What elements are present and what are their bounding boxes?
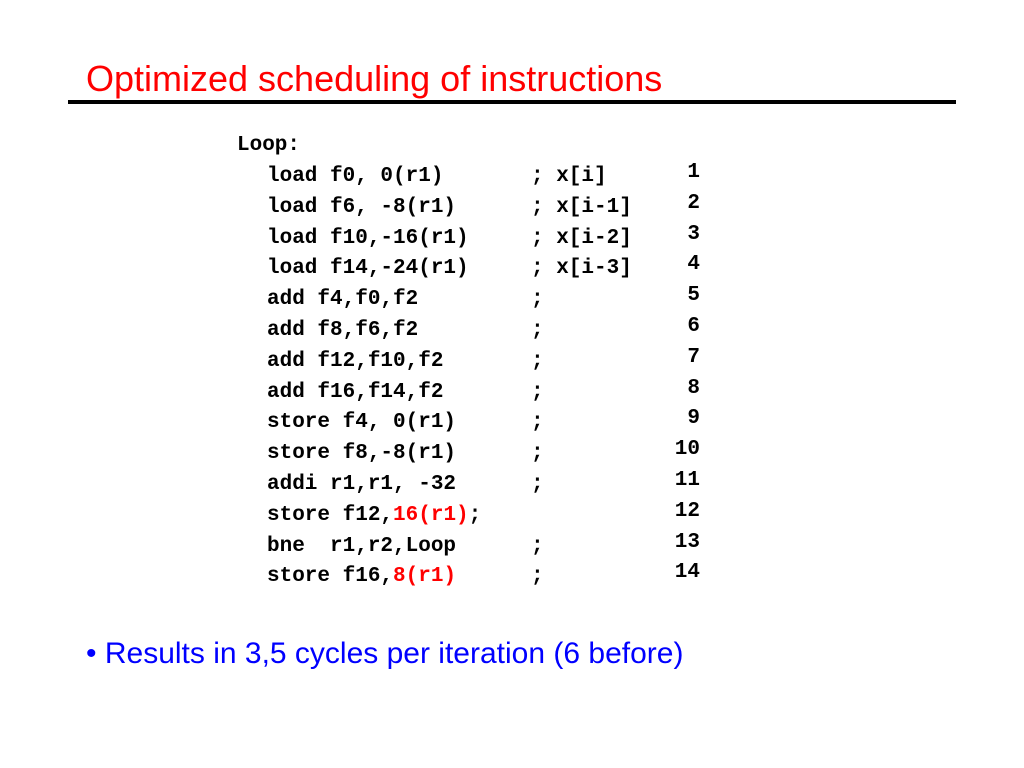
instruction-text: load f14,-24(r1): [267, 257, 469, 281]
instruction: add f4,f0,f2: [267, 285, 531, 315]
cycle-number: 6: [687, 315, 700, 338]
cycle-number: 12: [674, 499, 700, 523]
instruction-comment: ;: [531, 411, 544, 435]
instruction: add f12,f10,f2: [267, 347, 531, 377]
cycle-number: 14: [674, 561, 700, 585]
cycle-number: 3: [687, 222, 700, 246]
instruction-text: add f12,f10,f2: [267, 349, 444, 373]
instruction: store f16,8(r1): [267, 562, 531, 592]
instruction-comment: ;: [531, 380, 544, 404]
bullet-point: • Results in 3,5 cycles per iteration (6…: [86, 637, 684, 670]
changed-offset: 8(r1): [393, 565, 457, 589]
instruction-comment: ;: [531, 319, 544, 342]
instruction-comment: ;: [531, 565, 544, 589]
instruction-text: store f8,-8(r1): [267, 442, 457, 466]
instruction-text: add f8,f6,f2: [267, 319, 419, 342]
cycle-number: 10: [674, 438, 700, 462]
instruction-text: store f4, 0(r1): [267, 411, 457, 435]
code-line: load f6, -8(r1) ; x[i-1]: [267, 193, 632, 223]
cycle-number: 2: [687, 191, 700, 215]
cycle-number: 9: [687, 407, 700, 431]
instruction-suffix: ;: [468, 503, 482, 527]
instruction-comment: ;: [531, 442, 544, 466]
instruction: store f4, 0(r1): [267, 408, 531, 438]
instruction-comment: ; x[i-2]: [531, 226, 632, 250]
cycle-number: 4: [687, 253, 700, 277]
code-line: store f8,-8(r1);: [267, 439, 544, 469]
code-line: load f0, 0(r1) ; x[i]: [267, 162, 607, 192]
code-line: store f12,16(r1);: [267, 501, 531, 531]
instruction-text: load f6, -8(r1): [267, 195, 457, 219]
cycle-number: 13: [674, 530, 700, 554]
instruction: bne r1,r2,Loop: [267, 532, 531, 562]
cycle-number: 11: [674, 469, 700, 492]
cycle-number: 7: [687, 345, 700, 369]
instruction-text: load f0, 0(r1): [267, 165, 444, 188]
code-line: add f16,f14,f2;: [267, 378, 544, 408]
code-line: add f8,f6,f2;: [267, 316, 544, 346]
slide-title: Optimized scheduling of instructions: [86, 58, 663, 99]
instruction: load f14,-24(r1): [267, 254, 531, 284]
code-line: bne r1,r2,Loop;: [267, 532, 544, 562]
instruction: load f10,-16(r1): [267, 224, 531, 254]
instruction-comment: ; x[i-1]: [531, 195, 632, 219]
code-line: store f4, 0(r1);: [267, 408, 544, 438]
code-line: add f12,f10,f2;: [267, 347, 544, 377]
code-line: add f4,f0,f2;: [267, 285, 544, 315]
code-line: load f14,-24(r1) ; x[i-3]: [267, 254, 632, 284]
instruction-comment: ; x[i]: [531, 165, 607, 188]
instruction-comment: ; x[i-3]: [531, 257, 632, 281]
instruction: store f8,-8(r1): [267, 439, 531, 469]
code-line: addi r1,r1, -32;: [267, 470, 544, 500]
instruction: add f8,f6,f2: [267, 316, 531, 346]
loop-label: Loop:: [237, 134, 301, 157]
instruction-comment: ;: [531, 288, 544, 312]
instruction-text: bne r1,r2,Loop: [267, 534, 457, 558]
changed-offset: 16(r1): [393, 503, 469, 527]
instruction: addi r1,r1, -32: [267, 470, 531, 500]
instruction-text: add f16,f14,f2: [267, 380, 444, 404]
title-underline: [68, 100, 956, 104]
instruction-text: store f16,: [267, 565, 394, 589]
instruction-text: load f10,-16(r1): [267, 226, 469, 250]
cycle-number: 8: [687, 376, 700, 400]
code-listing: Loop: load f0, 0(r1) ; x[i] 1 load f6, -8(r…: [237, 134, 700, 592]
cycle-number: 1: [687, 161, 700, 184]
instruction: load f0, 0(r1): [267, 162, 531, 192]
cycle-number: 5: [687, 284, 700, 308]
instruction-comment: ;: [531, 473, 544, 496]
instruction-comment: ;: [531, 534, 544, 558]
code-line: store f16,8(r1);: [267, 562, 544, 592]
instruction: store f12,16(r1);: [267, 501, 531, 531]
instruction-comment: ;: [531, 349, 544, 373]
instruction-text: addi r1,r1, -32: [267, 473, 457, 496]
instruction-text: add f4,f0,f2: [267, 288, 419, 312]
code-line: load f10,-16(r1) ; x[i-2]: [267, 224, 632, 254]
instruction: load f6, -8(r1): [267, 193, 531, 223]
instruction-text: store f12,: [267, 503, 394, 527]
instruction: add f16,f14,f2: [267, 378, 531, 408]
